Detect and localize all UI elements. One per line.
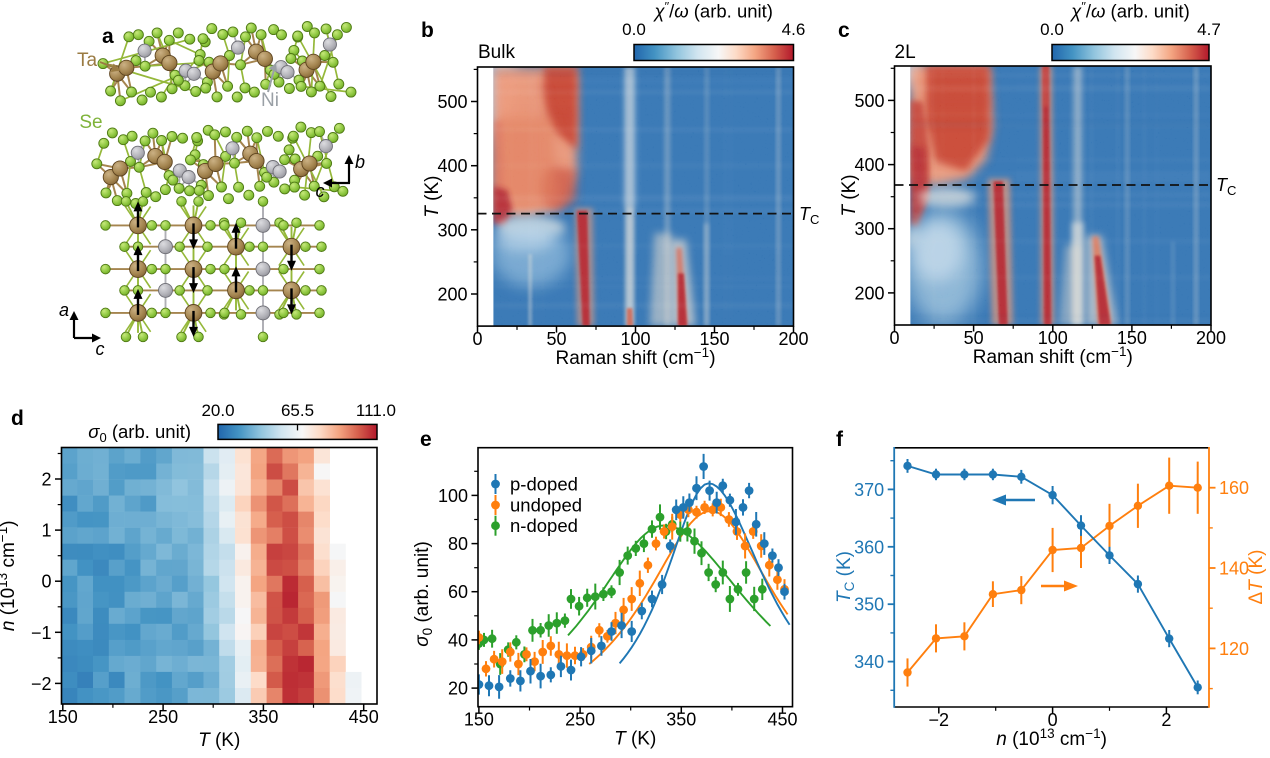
svg-text:60: 60 [448, 582, 468, 602]
svg-text:450: 450 [349, 707, 379, 727]
svg-text:400: 400 [437, 156, 467, 176]
svg-text:χ′′/ω (arb. unit): χ′′/ω (arb. unit) [1069, 0, 1189, 22]
svg-text:T (K): T (K) [614, 729, 656, 750]
svg-text:40: 40 [448, 630, 468, 650]
svg-text:C: C [1227, 183, 1236, 198]
svg-text:χ′′/ω (arb. unit): χ′′/ω (arb. unit) [652, 0, 772, 22]
svg-text:e: e [420, 428, 432, 451]
svg-text:0.0: 0.0 [1040, 20, 1064, 39]
svg-text:2: 2 [41, 470, 51, 490]
svg-text:−1: −1 [31, 623, 52, 643]
svg-text:80: 80 [448, 534, 468, 554]
svg-text:150: 150 [699, 329, 729, 349]
svg-text:T: T [799, 204, 812, 224]
svg-text:c: c [838, 19, 850, 42]
svg-text:σ0 (arb. unit): σ0 (arb. unit) [88, 421, 191, 445]
svg-text:0: 0 [472, 329, 482, 349]
svg-text:120: 120 [1219, 639, 1249, 659]
svg-text:200: 200 [778, 329, 808, 349]
svg-text:500: 500 [437, 92, 467, 112]
svg-text:100: 100 [620, 329, 650, 349]
svg-text:TC (K): TC (K) [834, 551, 857, 603]
svg-text:T (K): T (K) [839, 174, 860, 216]
svg-text:350: 350 [248, 707, 278, 727]
svg-text:200: 200 [854, 283, 884, 303]
svg-text:100: 100 [1038, 328, 1068, 348]
svg-text:140: 140 [1219, 559, 1249, 579]
svg-text:360: 360 [854, 537, 884, 557]
svg-text:Raman shift (cm−1): Raman shift (cm−1) [973, 344, 1133, 368]
svg-text:150: 150 [464, 710, 494, 730]
svg-text:500: 500 [854, 91, 884, 111]
svg-text:ΔT (K): ΔT (K) [1246, 550, 1267, 605]
svg-text:T (K): T (K) [198, 730, 240, 751]
svg-text:4.6: 4.6 [782, 20, 806, 39]
svg-text:Bulk: Bulk [478, 42, 515, 63]
svg-text:C: C [810, 212, 819, 227]
svg-text:340: 340 [854, 652, 884, 672]
svg-text:Raman shift (cm−1): Raman shift (cm−1) [555, 345, 715, 369]
svg-text:−2: −2 [31, 674, 52, 694]
svg-text:n (1013 cm−1): n (1013 cm−1) [0, 520, 19, 631]
svg-text:2: 2 [1161, 710, 1171, 730]
svg-text:370: 370 [854, 480, 884, 500]
svg-text:a: a [102, 25, 114, 48]
svg-text:111.0: 111.0 [356, 401, 396, 420]
svg-text:250: 250 [565, 710, 595, 730]
svg-text:160: 160 [1219, 478, 1249, 498]
svg-text:100: 100 [438, 486, 468, 506]
svg-text:0: 0 [41, 572, 51, 592]
svg-text:250: 250 [148, 707, 178, 727]
svg-text:d: d [11, 407, 24, 430]
svg-text:T (K): T (K) [422, 175, 443, 217]
svg-text:0: 0 [1048, 710, 1058, 730]
svg-text:300: 300 [437, 220, 467, 240]
svg-text:1: 1 [41, 521, 51, 541]
svg-text:200: 200 [437, 285, 467, 305]
svg-text:400: 400 [854, 155, 884, 175]
svg-text:T: T [1216, 175, 1229, 195]
svg-text:undoped: undoped [510, 495, 582, 516]
svg-text:b: b [421, 19, 434, 42]
svg-text:200: 200 [1196, 328, 1226, 348]
svg-text:b: b [355, 152, 365, 172]
svg-text:150: 150 [48, 707, 78, 727]
svg-text:2L: 2L [895, 42, 916, 63]
svg-text:20: 20 [448, 679, 468, 699]
svg-text:c: c [316, 181, 325, 201]
svg-text:f: f [836, 428, 844, 451]
svg-text:0.0: 0.0 [622, 20, 646, 39]
svg-text:150: 150 [1117, 328, 1147, 348]
svg-text:65.5: 65.5 [281, 401, 314, 420]
svg-text:4.7: 4.7 [1197, 20, 1221, 39]
svg-text:n-doped: n-doped [510, 515, 578, 536]
svg-text:50: 50 [546, 329, 566, 349]
svg-text:c: c [96, 339, 105, 359]
svg-text:50: 50 [964, 328, 984, 348]
svg-text:20.0: 20.0 [201, 401, 234, 420]
svg-text:a: a [59, 300, 69, 320]
svg-text:−2: −2 [929, 710, 950, 730]
svg-text:350: 350 [854, 595, 884, 615]
svg-text:Se: Se [79, 112, 102, 133]
svg-text:0: 0 [889, 328, 899, 348]
svg-text:σ0 (arb. unit): σ0 (arb. unit) [412, 541, 435, 647]
svg-text:450: 450 [767, 710, 797, 730]
svg-text:300: 300 [854, 219, 884, 239]
svg-text:p-doped: p-doped [510, 474, 578, 495]
svg-text:Ta: Ta [77, 50, 98, 71]
svg-text:350: 350 [666, 710, 696, 730]
svg-text:Ni: Ni [261, 90, 279, 111]
